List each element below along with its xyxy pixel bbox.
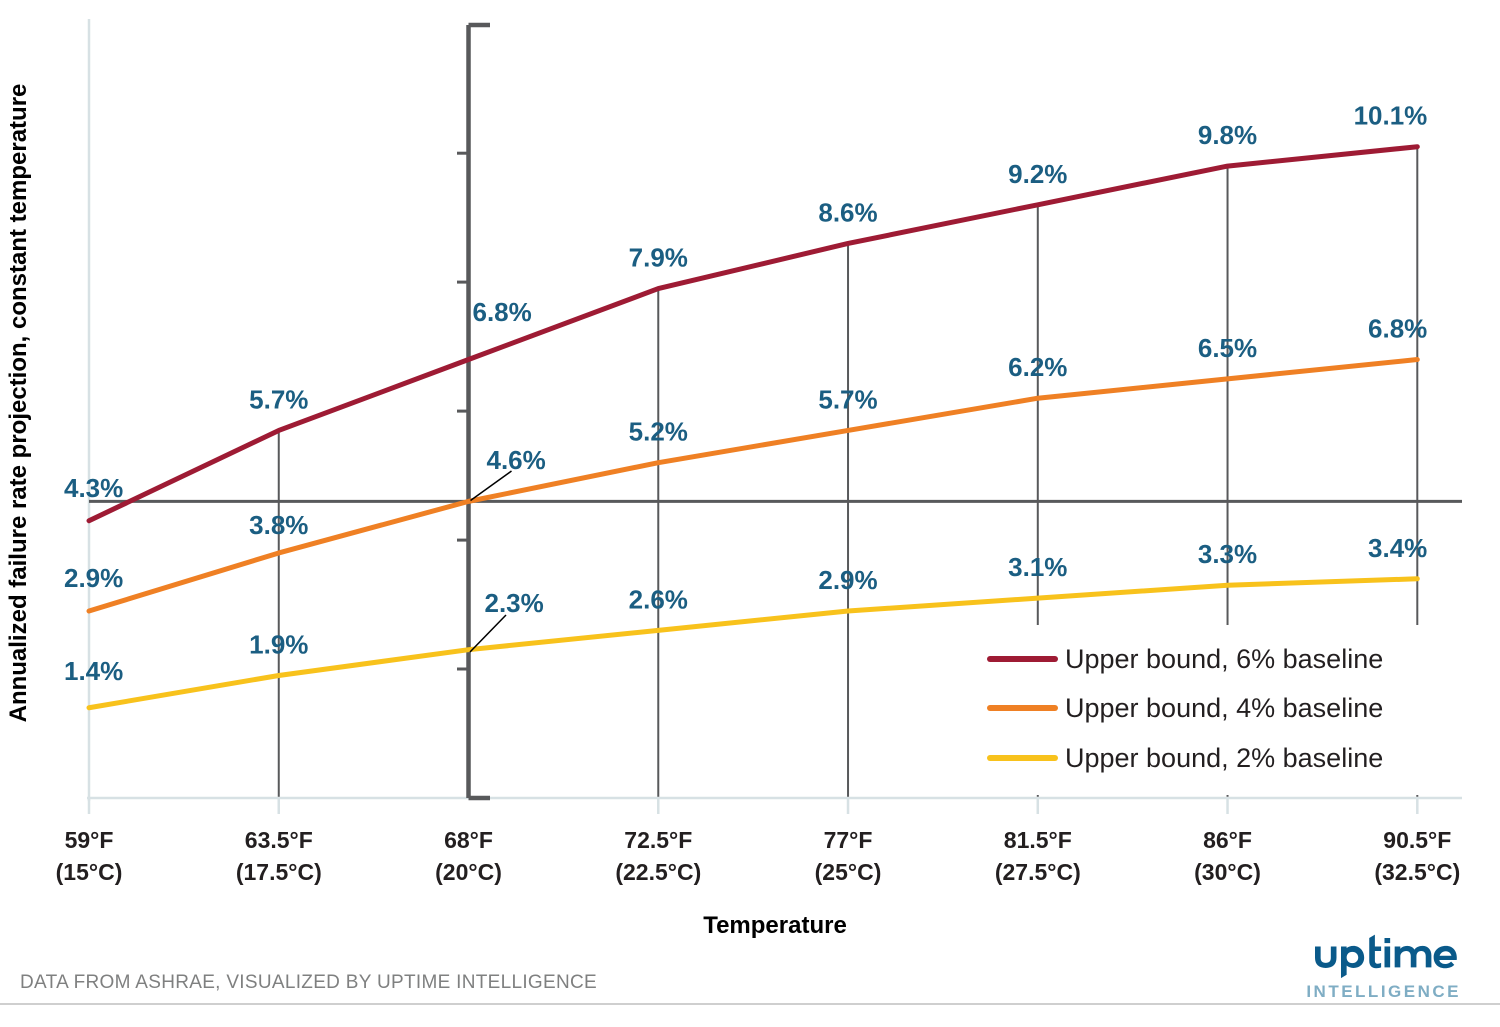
svg-text:5.7%: 5.7% [818, 385, 877, 415]
svg-text:90.5°F: 90.5°F [1383, 827, 1451, 853]
svg-text:7.9%: 7.9% [629, 243, 688, 273]
svg-text:3.1%: 3.1% [1008, 552, 1067, 582]
svg-text:Annualized failure rate projec: Annualized failure rate projection, cons… [5, 84, 32, 723]
svg-text:(30°C): (30°C) [1194, 859, 1261, 885]
svg-text:Upper bound, 4% baseline: Upper bound, 4% baseline [1065, 693, 1383, 723]
svg-text:1.9%: 1.9% [249, 630, 308, 660]
svg-text:(22.5°C): (22.5°C) [615, 859, 701, 885]
svg-text:Upper bound, 2% baseline: Upper bound, 2% baseline [1065, 743, 1383, 773]
svg-text:5.2%: 5.2% [629, 417, 688, 447]
svg-text:INTELLIGENCE: INTELLIGENCE [1306, 982, 1461, 1001]
svg-text:(25°C): (25°C) [815, 859, 882, 885]
svg-text:(20°C): (20°C) [435, 859, 502, 885]
svg-text:2.3%: 2.3% [485, 588, 544, 618]
svg-text:68°F: 68°F [444, 827, 493, 853]
svg-text:72.5°F: 72.5°F [624, 827, 692, 853]
svg-text:DATA FROM ASHRAE, VISUALIZED B: DATA FROM ASHRAE, VISUALIZED BY UPTIME I… [20, 972, 597, 993]
svg-text:(15°C): (15°C) [56, 859, 123, 885]
svg-text:Upper bound, 6% baseline: Upper bound, 6% baseline [1065, 644, 1383, 674]
svg-text:3.8%: 3.8% [249, 510, 308, 540]
svg-text:3.4%: 3.4% [1368, 533, 1427, 563]
svg-text:63.5°F: 63.5°F [245, 827, 313, 853]
svg-text:77°F: 77°F [824, 827, 873, 853]
svg-text:6.2%: 6.2% [1008, 352, 1067, 382]
svg-text:2.9%: 2.9% [818, 565, 877, 595]
svg-text:8.6%: 8.6% [818, 198, 877, 228]
svg-text:(32.5°C): (32.5°C) [1374, 859, 1460, 885]
svg-text:(27.5°C): (27.5°C) [995, 859, 1081, 885]
svg-text:(17.5°C): (17.5°C) [236, 859, 322, 885]
svg-text:6.5%: 6.5% [1198, 333, 1257, 363]
svg-text:86°F: 86°F [1203, 827, 1252, 853]
svg-text:9.2%: 9.2% [1008, 159, 1067, 189]
svg-text:5.7%: 5.7% [249, 385, 308, 415]
svg-text:2.9%: 2.9% [64, 563, 123, 593]
svg-text:6.8%: 6.8% [1368, 314, 1427, 344]
svg-text:3.3%: 3.3% [1198, 539, 1257, 569]
svg-text:59°F: 59°F [65, 827, 114, 853]
svg-text:10.1%: 10.1% [1354, 101, 1428, 131]
svg-text:1.4%: 1.4% [64, 656, 123, 686]
svg-text:81.5°F: 81.5°F [1004, 827, 1072, 853]
svg-text:Temperature: Temperature [703, 912, 847, 939]
svg-text:6.8%: 6.8% [473, 297, 532, 327]
svg-text:9.8%: 9.8% [1198, 120, 1257, 150]
svg-text:2.6%: 2.6% [629, 584, 688, 614]
svg-text:4.3%: 4.3% [64, 473, 123, 503]
svg-text:4.6%: 4.6% [487, 445, 546, 475]
